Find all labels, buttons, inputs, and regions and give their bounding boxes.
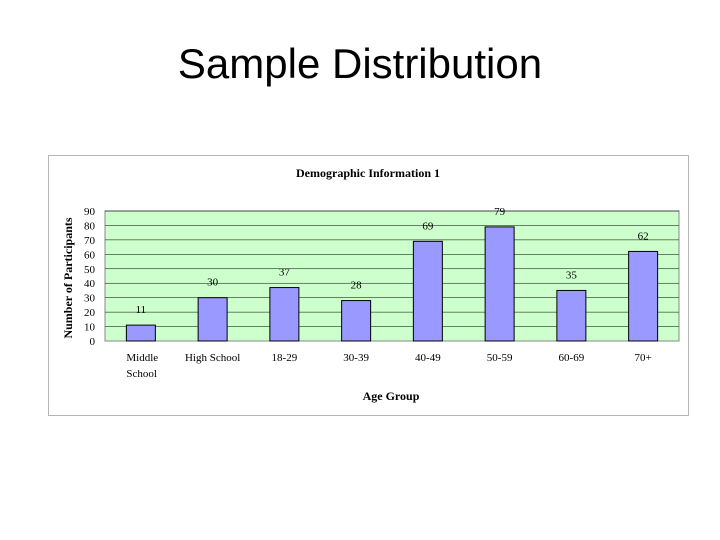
y-axis-label: Number of Participants [61,217,75,338]
bar-data-label: 62 [638,230,649,242]
bar-data-label: 28 [351,280,363,292]
plot-area [104,210,680,342]
bar-data-label: 35 [566,269,578,281]
x-tick-label: 50-59 [487,352,513,364]
y-tick-label: 20 [84,307,96,319]
bar-data-label: 37 [279,267,291,279]
bar [412,240,443,342]
slide-title: Sample Distribution [177,40,543,87]
y-tick-label: 60 [84,249,96,261]
x-tick-label: 40-49 [415,352,441,364]
bar [484,226,515,342]
bar-data-label: 30 [207,277,219,289]
bar [628,250,659,342]
bars [125,226,659,342]
bar-data-label: 79 [494,206,506,218]
bar [556,289,587,342]
bar [125,324,156,342]
x-tick-label: 18-29 [272,352,298,364]
y-tick-label: 70 [84,235,96,247]
y-tick-label: 90 [84,206,96,218]
bar-data-label: 11 [136,304,147,316]
y-tick-label: 50 [84,264,96,276]
x-axis-label: Age Group [363,389,420,403]
x-tick-label: School [126,368,157,380]
x-tick-label: 30-39 [343,352,369,364]
chart-title: Demographic Information 1 [296,166,440,180]
x-tick-label: 70+ [635,352,652,364]
y-tick-label: 10 [84,322,96,334]
bar-data-label: 69 [422,220,434,232]
x-tick-label: Middle [126,352,158,364]
x-tick-label: 60-69 [559,352,585,364]
x-axis-ticks: Middle School High School 18-29 30-39 40-49 50… [126,352,651,380]
bar [341,300,372,342]
y-axis-ticks: 0 10 20 30 40 50 60 70 80 90 [84,206,96,348]
x-tick-label: High School [185,352,240,364]
bar [197,297,228,342]
bar [269,287,300,342]
y-tick-label: 40 [84,278,96,290]
y-tick-label: 80 [84,220,96,232]
y-tick-label: 30 [84,293,96,305]
bar-data-labels: 11 30 37 28 69 79 35 62 [136,206,649,316]
y-tick-label: 0 [90,336,96,348]
